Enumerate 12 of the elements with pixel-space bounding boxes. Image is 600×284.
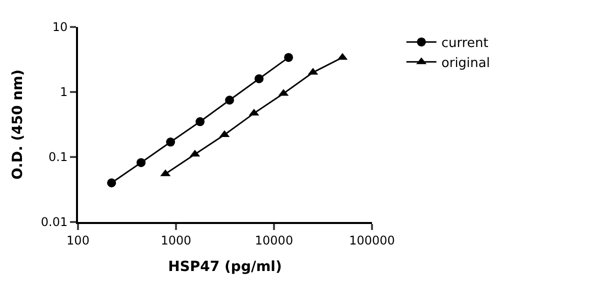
y-tick-label: 0.1 [48,150,68,164]
x-tick-label: 100000 [349,233,395,248]
y-axis-title: O.D. (450 nm) [10,69,26,180]
y-tick-label: 1 [60,85,68,100]
y-tick-label: 10 [52,20,68,34]
x-tick-label: 10000 [254,233,294,248]
x-tick-label: 1000 [160,233,192,248]
legend-label: original [441,56,490,71]
legend-label: current [441,36,488,52]
y-tick-label: 0.01 [40,215,68,230]
x-tick-label: 100 [66,233,90,248]
x-axis-title: HSP47 (pg/ml) [168,259,282,276]
